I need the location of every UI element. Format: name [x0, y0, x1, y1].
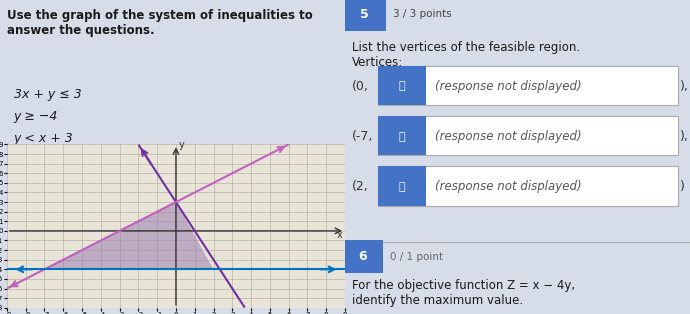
Text: (0,: (0,	[352, 80, 368, 93]
Text: 3 / 3 points: 3 / 3 points	[393, 9, 452, 19]
FancyBboxPatch shape	[378, 166, 678, 206]
FancyBboxPatch shape	[378, 116, 678, 155]
FancyBboxPatch shape	[342, 240, 383, 273]
Text: (response not displayed): (response not displayed)	[435, 130, 581, 143]
Text: (-7,: (-7,	[352, 130, 373, 143]
FancyBboxPatch shape	[342, 0, 386, 31]
Text: 6: 6	[358, 250, 366, 263]
FancyBboxPatch shape	[378, 116, 426, 155]
FancyBboxPatch shape	[378, 66, 426, 105]
Text: y < x + 3: y < x + 3	[14, 132, 74, 145]
Text: ⎘: ⎘	[399, 182, 405, 192]
Text: y ≥ −4: y ≥ −4	[14, 110, 58, 123]
Text: 0 / 1 point: 0 / 1 point	[390, 252, 443, 262]
FancyBboxPatch shape	[378, 66, 678, 105]
Text: ),: ),	[680, 130, 689, 143]
Text: 3x + y ≤ 3: 3x + y ≤ 3	[14, 88, 81, 101]
Text: For the objective function Z = x − 4y,
identify the maximum value.: For the objective function Z = x − 4y, i…	[352, 279, 575, 307]
Text: ),: ),	[680, 80, 689, 93]
Text: Use the graph of the system of inequalities to
answer the questions.: Use the graph of the system of inequalit…	[7, 9, 313, 37]
Text: y: y	[179, 140, 184, 150]
FancyBboxPatch shape	[378, 166, 426, 206]
Text: ⎘: ⎘	[399, 81, 405, 91]
Text: (response not displayed): (response not displayed)	[435, 80, 581, 93]
Text: ⎘: ⎘	[399, 132, 405, 142]
Text: 5: 5	[359, 8, 368, 21]
Text: ): )	[680, 180, 684, 193]
Text: List the vertices of the feasible region.
Vertices:: List the vertices of the feasible region…	[352, 41, 580, 69]
Text: (response not displayed): (response not displayed)	[435, 180, 581, 193]
Text: x: x	[337, 230, 342, 240]
Polygon shape	[44, 202, 213, 269]
Text: (2,: (2,	[352, 180, 368, 193]
